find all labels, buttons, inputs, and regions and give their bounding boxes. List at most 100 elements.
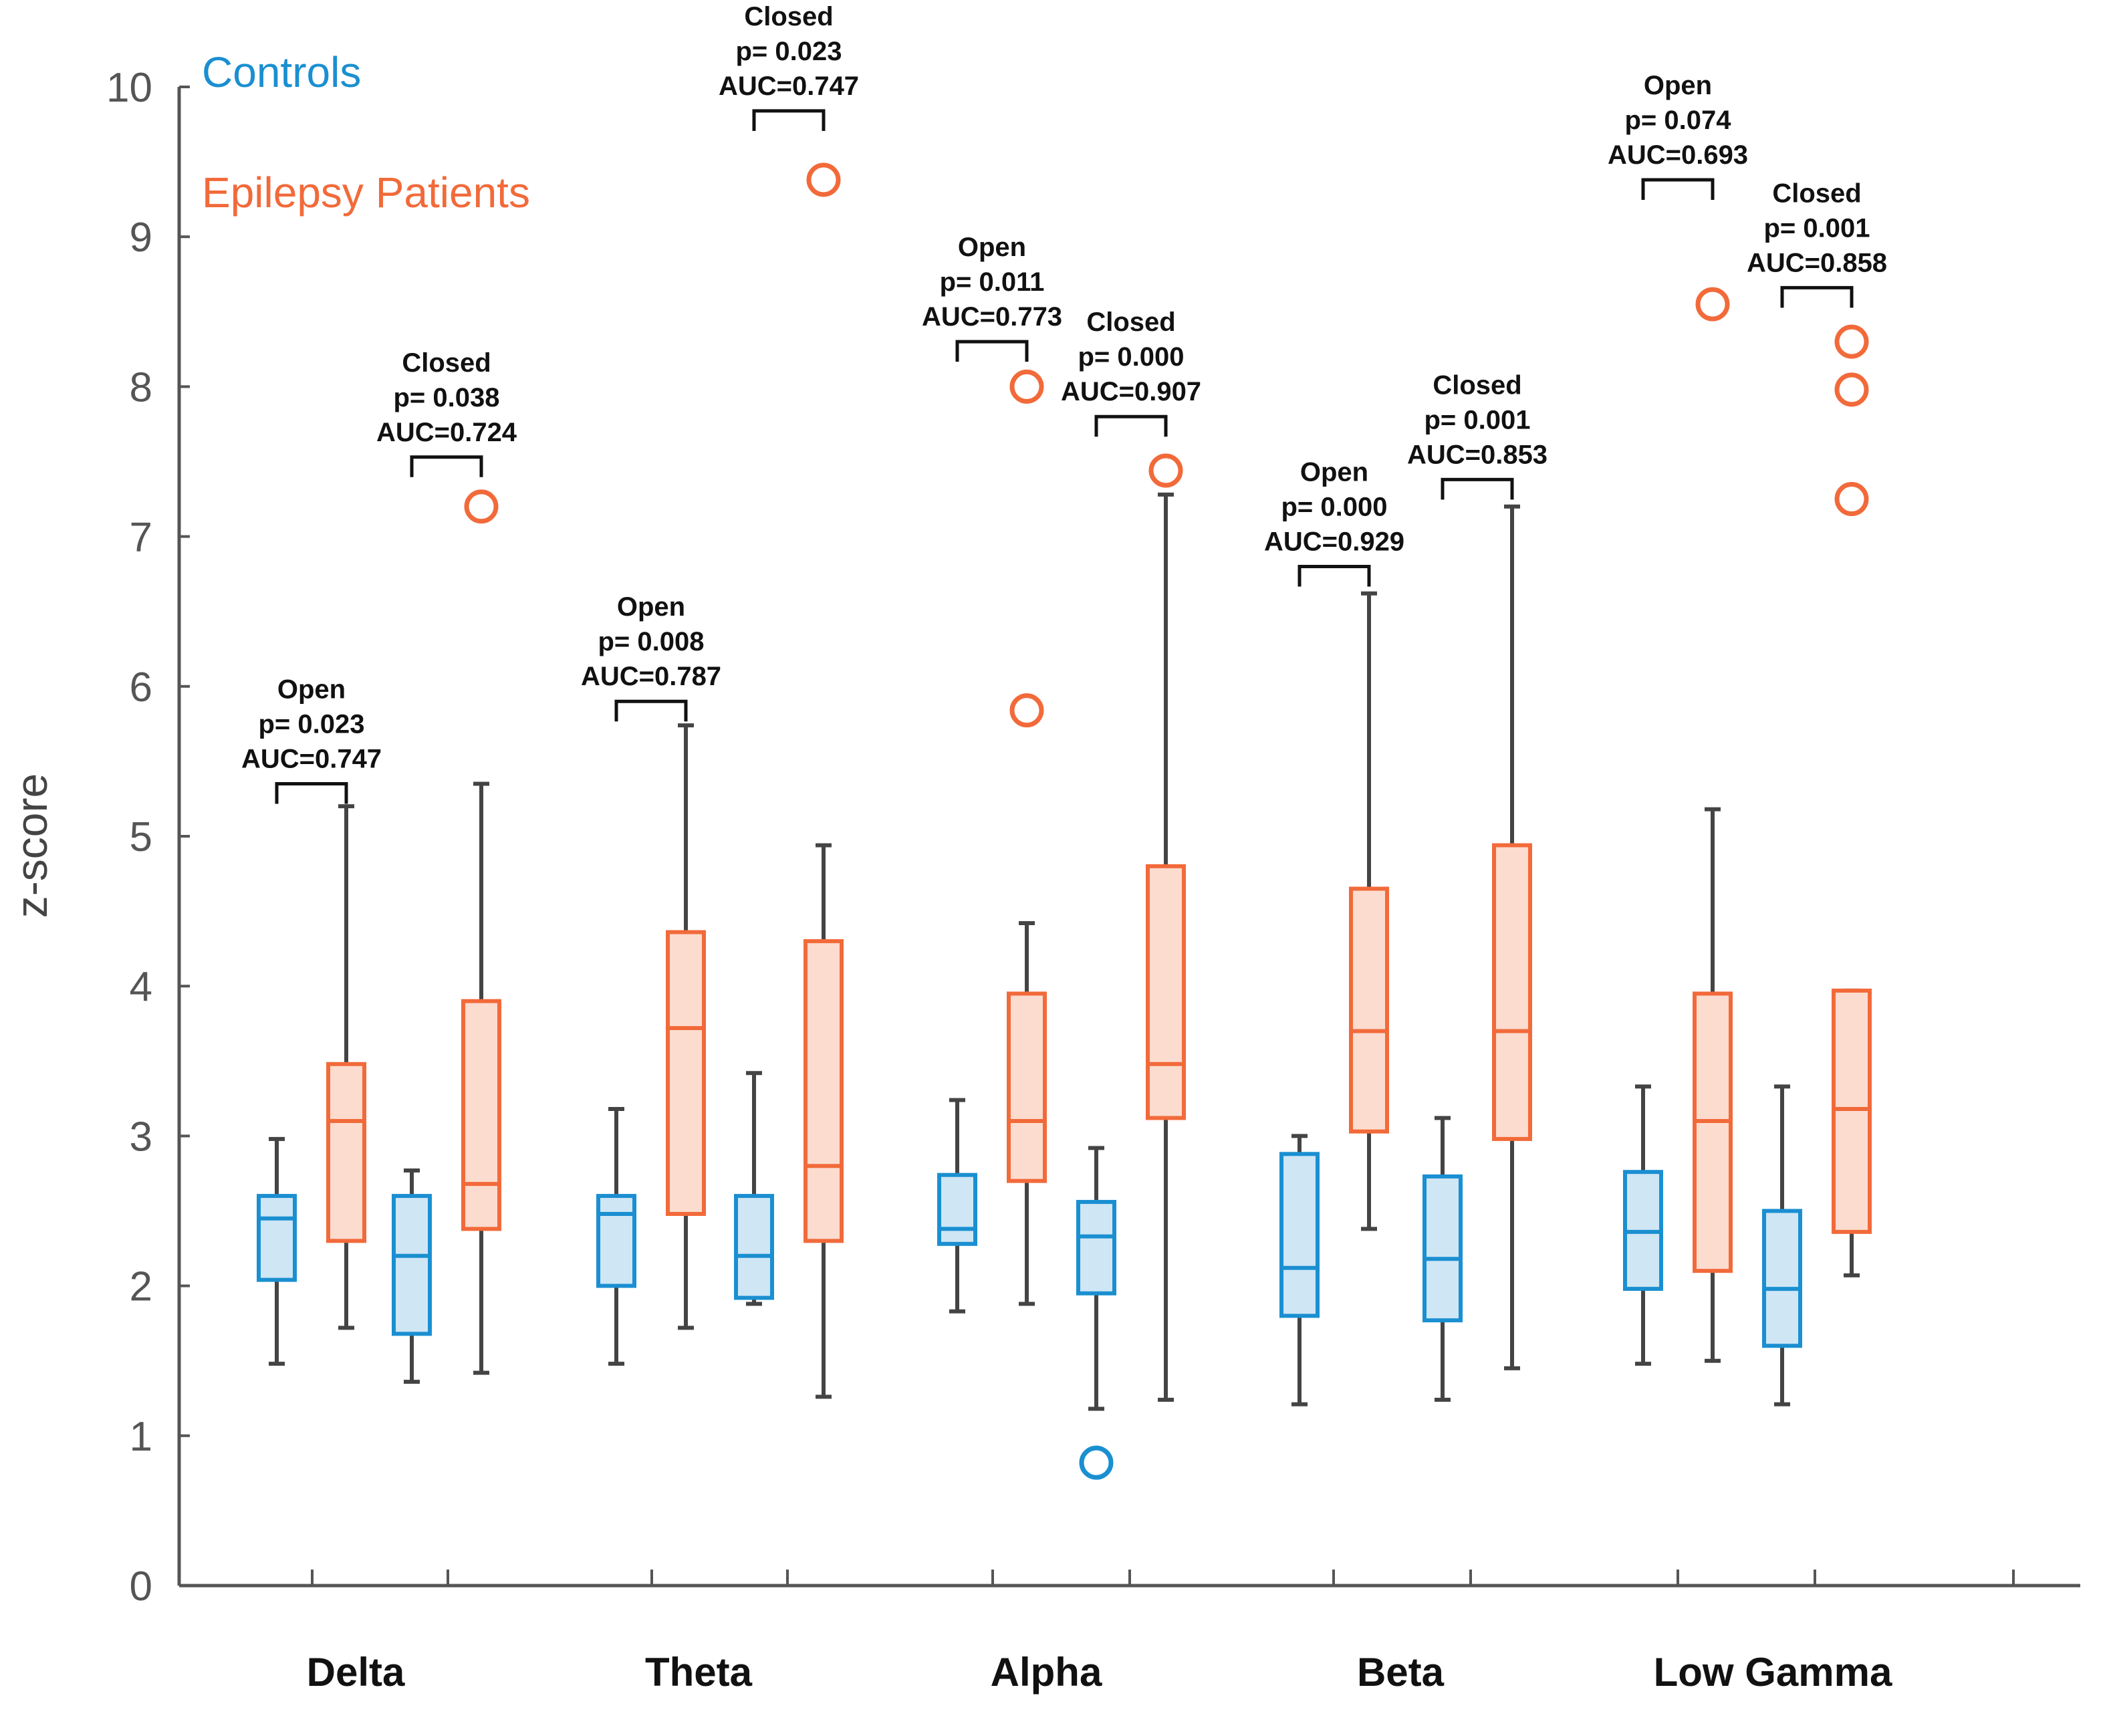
y-tick-label-9: 9	[130, 215, 152, 261]
box-delta-closed-patients-outlier-0	[467, 492, 496, 521]
box-low-gamma-closed-patients-iqr	[1834, 991, 1870, 1232]
box-low-gamma-closed-patients	[1834, 327, 1870, 1275]
annotation-low-gamma-open-bracket	[1643, 180, 1713, 200]
annotation-theta-open-line-0: Open	[617, 592, 685, 622]
annotation-beta-open: Open p= 0.000 AUC=0.929	[1264, 457, 1404, 586]
box-alpha-closed-controls-outlier-0	[1082, 1448, 1111, 1477]
box-beta-open-patients	[1351, 594, 1387, 1229]
box-alpha-closed-patients	[1148, 456, 1184, 1400]
box-delta-closed-patients	[463, 492, 499, 1373]
annotation-alpha-closed-line-1: p= 0.000	[1078, 342, 1184, 372]
box-theta-open-patients	[668, 725, 704, 1328]
box-beta-closed-controls	[1425, 1118, 1461, 1399]
box-theta-closed-patients-iqr	[806, 941, 842, 1241]
boxes-layer	[259, 165, 1870, 1477]
box-delta-closed-controls-iqr	[394, 1196, 430, 1334]
y-tick-label-10: 10	[106, 65, 152, 111]
annotation-delta-open-line-0: Open	[277, 675, 346, 705]
y-axis-label: z-score	[7, 773, 56, 918]
box-low-gamma-closed-controls	[1764, 1086, 1800, 1404]
annotation-theta-open-bracket	[616, 701, 686, 721]
category-label-low-gamma: Low Gamma	[1654, 1650, 1892, 1695]
box-theta-closed-patients-outlier-0	[809, 165, 838, 195]
box-theta-closed-controls-iqr	[736, 1196, 772, 1297]
box-low-gamma-open-patients-outlier-0	[1698, 289, 1727, 319]
y-tick-label-8: 8	[130, 364, 152, 410]
annotation-beta-closed-line-1: p= 0.001	[1424, 405, 1530, 435]
y-tick-label-7: 7	[130, 515, 152, 561]
annotation-alpha-open-line-1: p= 0.011	[940, 267, 1045, 297]
box-alpha-open-controls-iqr	[939, 1175, 975, 1244]
annotation-alpha-closed: Closed p= 0.000 AUC=0.907	[1061, 307, 1201, 437]
annotation-beta-open-line-1: p= 0.000	[1281, 492, 1387, 521]
box-low-gamma-closed-patients-outlier-0	[1837, 485, 1866, 514]
box-beta-closed-controls-iqr	[1425, 1176, 1461, 1320]
box-delta-open-patients	[328, 806, 364, 1328]
annotation-beta-closed-line-0: Closed	[1433, 370, 1521, 400]
annotation-theta-closed-line-0: Closed	[744, 2, 833, 31]
annotation-alpha-closed-bracket	[1096, 416, 1166, 437]
box-delta-open-controls-iqr	[259, 1196, 295, 1280]
box-alpha-open-controls	[939, 1100, 975, 1312]
y-tick-label-6: 6	[130, 664, 152, 711]
box-alpha-closed-patients-iqr	[1148, 866, 1184, 1118]
annotation-theta-closed-line-1: p= 0.023	[735, 37, 842, 66]
annotation-theta-closed-bracket	[754, 111, 824, 131]
annotation-delta-open-bracket	[277, 784, 346, 804]
annotation-beta-open-line-0: Open	[1300, 457, 1368, 487]
box-low-gamma-closed-patients-outlier-1	[1837, 375, 1866, 404]
annotation-alpha-closed-line-0: Closed	[1086, 307, 1175, 337]
annotation-alpha-open-line-2: AUC=0.773	[922, 302, 1062, 332]
annotation-low-gamma-closed-line-2: AUC=0.858	[1747, 248, 1887, 277]
y-tick-label-2: 2	[130, 1264, 152, 1310]
annotation-theta-closed: Closed p= 0.023 AUC=0.747	[719, 2, 859, 131]
y-tick-label-4: 4	[130, 964, 152, 1010]
box-theta-open-controls-iqr	[598, 1196, 634, 1286]
annotation-low-gamma-closed-line-1: p= 0.001	[1763, 213, 1870, 243]
annotation-theta-open-line-2: AUC=0.787	[581, 662, 721, 691]
annotation-beta-closed: Closed p= 0.001 AUC=0.853	[1407, 370, 1548, 499]
annotation-low-gamma-closed-bracket	[1782, 287, 1852, 307]
box-alpha-closed-controls	[1078, 1148, 1114, 1477]
annotation-low-gamma-open-line-0: Open	[1644, 71, 1712, 100]
box-low-gamma-open-patients	[1695, 289, 1731, 1361]
box-beta-closed-patients-iqr	[1494, 845, 1530, 1138]
box-alpha-open-patients	[1009, 372, 1045, 1304]
annotation-beta-open-line-2: AUC=0.929	[1264, 527, 1404, 556]
y-tick-label-1: 1	[130, 1414, 152, 1460]
box-alpha-closed-controls-iqr	[1078, 1202, 1114, 1293]
box-theta-open-controls	[598, 1109, 634, 1364]
annotation-low-gamma-closed-line-0: Closed	[1772, 178, 1861, 208]
box-low-gamma-open-patients-iqr	[1695, 993, 1731, 1271]
box-alpha-open-patients-iqr	[1009, 993, 1045, 1181]
legend-controls: Controls	[202, 48, 361, 96]
box-delta-open-controls	[259, 1139, 295, 1364]
annotation-delta-closed-line-1: p= 0.038	[393, 383, 499, 412]
annotation-low-gamma-closed: Closed p= 0.001 AUC=0.858	[1747, 178, 1887, 307]
box-delta-open-patients-iqr	[328, 1064, 364, 1241]
annotation-low-gamma-open: Open p= 0.074 AUC=0.693	[1608, 71, 1748, 200]
annotation-theta-open: Open p= 0.008 AUC=0.787	[581, 592, 721, 721]
annotation-delta-open-line-2: AUC=0.747	[241, 745, 382, 774]
annotation-low-gamma-open-line-2: AUC=0.693	[1608, 140, 1748, 170]
annotation-low-gamma-open-line-1: p= 0.074	[1624, 106, 1731, 135]
annotation-theta-closed-line-2: AUC=0.747	[719, 72, 859, 101]
box-delta-closed-patients-iqr	[463, 1001, 499, 1229]
box-beta-open-controls	[1281, 1136, 1318, 1404]
box-beta-open-controls-iqr	[1281, 1154, 1318, 1316]
y-tick-label-0: 0	[130, 1564, 152, 1610]
box-beta-open-patients-iqr	[1351, 888, 1387, 1131]
category-label-theta: Theta	[645, 1650, 753, 1695]
annotations-layer: Open p= 0.023 AUC=0.747 Closed p= 0.038 AUC=0…	[241, 2, 1887, 804]
annotation-delta-open-line-1: p= 0.023	[258, 710, 364, 739]
box-alpha-closed-patients-outlier-0	[1151, 456, 1181, 485]
annotation-beta-closed-line-2: AUC=0.853	[1407, 440, 1548, 469]
box-alpha-open-patients-outlier-1	[1012, 372, 1041, 401]
annotation-alpha-open-line-0: Open	[958, 233, 1026, 262]
box-low-gamma-closed-patients-outlier-2	[1837, 327, 1866, 356]
axes-layer: 0 1 2 3 4 5 6 7 8 9 10	[106, 65, 2080, 1610]
annotation-delta-closed-bracket	[412, 457, 481, 477]
category-label-alpha: Alpha	[991, 1650, 1102, 1695]
box-beta-closed-patients	[1494, 507, 1530, 1368]
annotation-delta-closed-line-2: AUC=0.724	[376, 418, 517, 447]
